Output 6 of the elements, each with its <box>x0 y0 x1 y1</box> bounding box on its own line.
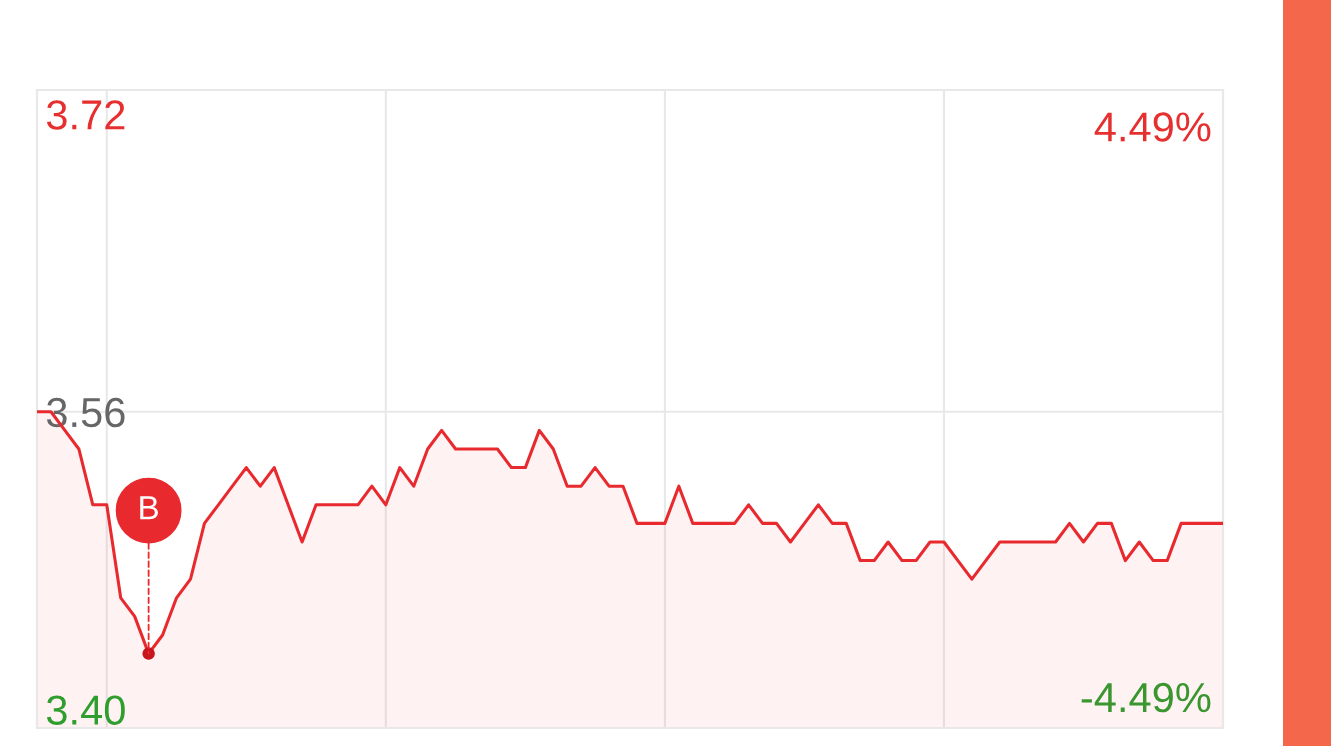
y-tick-label: 3.56 <box>46 397 125 428</box>
y-tick-label: 3.72 <box>46 100 125 130</box>
y2-tick-label: 4.49% <box>1094 112 1211 142</box>
y-tick-label: 3.40 <box>46 695 125 725</box>
y2-tick-label: -4.49% <box>1081 682 1211 713</box>
annotation: B <box>140 496 158 520</box>
